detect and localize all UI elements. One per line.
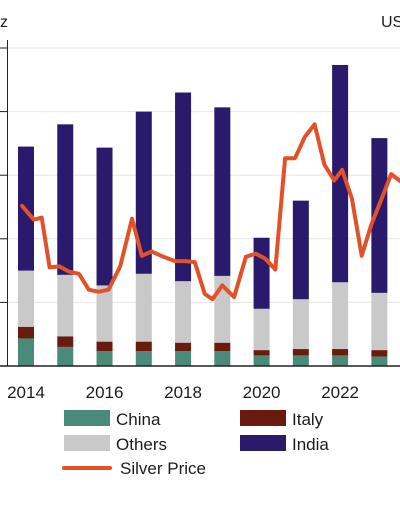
bar-china-2017	[135, 351, 152, 366]
bar-india-2016	[96, 147, 113, 286]
x-tick-label-2018: 2018	[164, 383, 202, 402]
legend-swatch-others	[64, 435, 110, 451]
bar-india-2020	[253, 237, 270, 309]
bar-china-2019	[214, 351, 231, 366]
axes	[0, 40, 400, 367]
bar-india-2019	[214, 107, 231, 276]
bar-italy-2017	[135, 341, 152, 352]
legend-swatch-china	[64, 410, 110, 426]
legend-label-silver-price: Silver Price	[120, 459, 206, 478]
bar-india-2021	[292, 200, 309, 300]
bar-italy-2014	[18, 326, 34, 339]
x-tick-label-2014: 2014	[7, 383, 45, 402]
bar-italy-2023	[371, 350, 388, 357]
legend-label-others: Others	[116, 435, 167, 454]
legend-swatch-india	[240, 435, 286, 451]
bar-italy-2016	[96, 341, 113, 352]
bar-china-2021	[292, 355, 309, 366]
bar-others-2015	[57, 274, 74, 337]
silver-price-series	[20, 122, 400, 302]
bar-india-2015	[57, 124, 74, 275]
legend-swatch-italy	[240, 410, 286, 426]
bar-china-2020	[253, 355, 270, 366]
bar-others-2014	[18, 270, 34, 327]
bar-italy-2021	[292, 349, 309, 356]
bar-others-2021	[292, 299, 309, 350]
bar-others-2017	[135, 273, 152, 342]
bar-others-2022	[332, 282, 349, 350]
bar-china-2014	[18, 338, 34, 366]
legend-label-italy: Italy	[292, 410, 324, 429]
legend-label-china: China	[116, 410, 161, 429]
bar-india-2018	[175, 92, 192, 282]
stacked-bars	[18, 64, 388, 366]
x-tick-labels: 2014 2016 2018 2020 2022	[7, 383, 359, 402]
bar-china-2015	[57, 346, 74, 366]
bar-italy-2019	[214, 342, 231, 352]
bar-others-2018	[175, 281, 192, 343]
bar-india-2017	[135, 111, 152, 274]
bar-italy-2018	[175, 342, 192, 352]
silver-price-line	[20, 122, 400, 302]
right-axis-unit-label: US	[381, 14, 400, 31]
bar-china-2023	[371, 356, 388, 366]
bar-italy-2022	[332, 349, 349, 356]
bar-others-2016	[96, 285, 113, 342]
bar-china-2022	[332, 355, 349, 366]
x-tick-label-2016: 2016	[86, 383, 124, 402]
x-tick-label-2020: 2020	[243, 383, 281, 402]
bar-others-2020	[253, 308, 270, 351]
bar-india-2023	[371, 138, 388, 293]
bar-italy-2015	[57, 336, 74, 347]
bar-china-2016	[96, 351, 113, 366]
x-tick-label-2022: 2022	[321, 383, 359, 402]
bar-italy-2020	[253, 350, 270, 356]
legend-label-india: India	[292, 435, 329, 454]
left-axis-unit-label: z	[0, 14, 8, 31]
bar-china-2018	[175, 351, 192, 366]
legend: China Italy Others India Silver Price	[62, 410, 329, 478]
bar-others-2023	[371, 292, 388, 351]
